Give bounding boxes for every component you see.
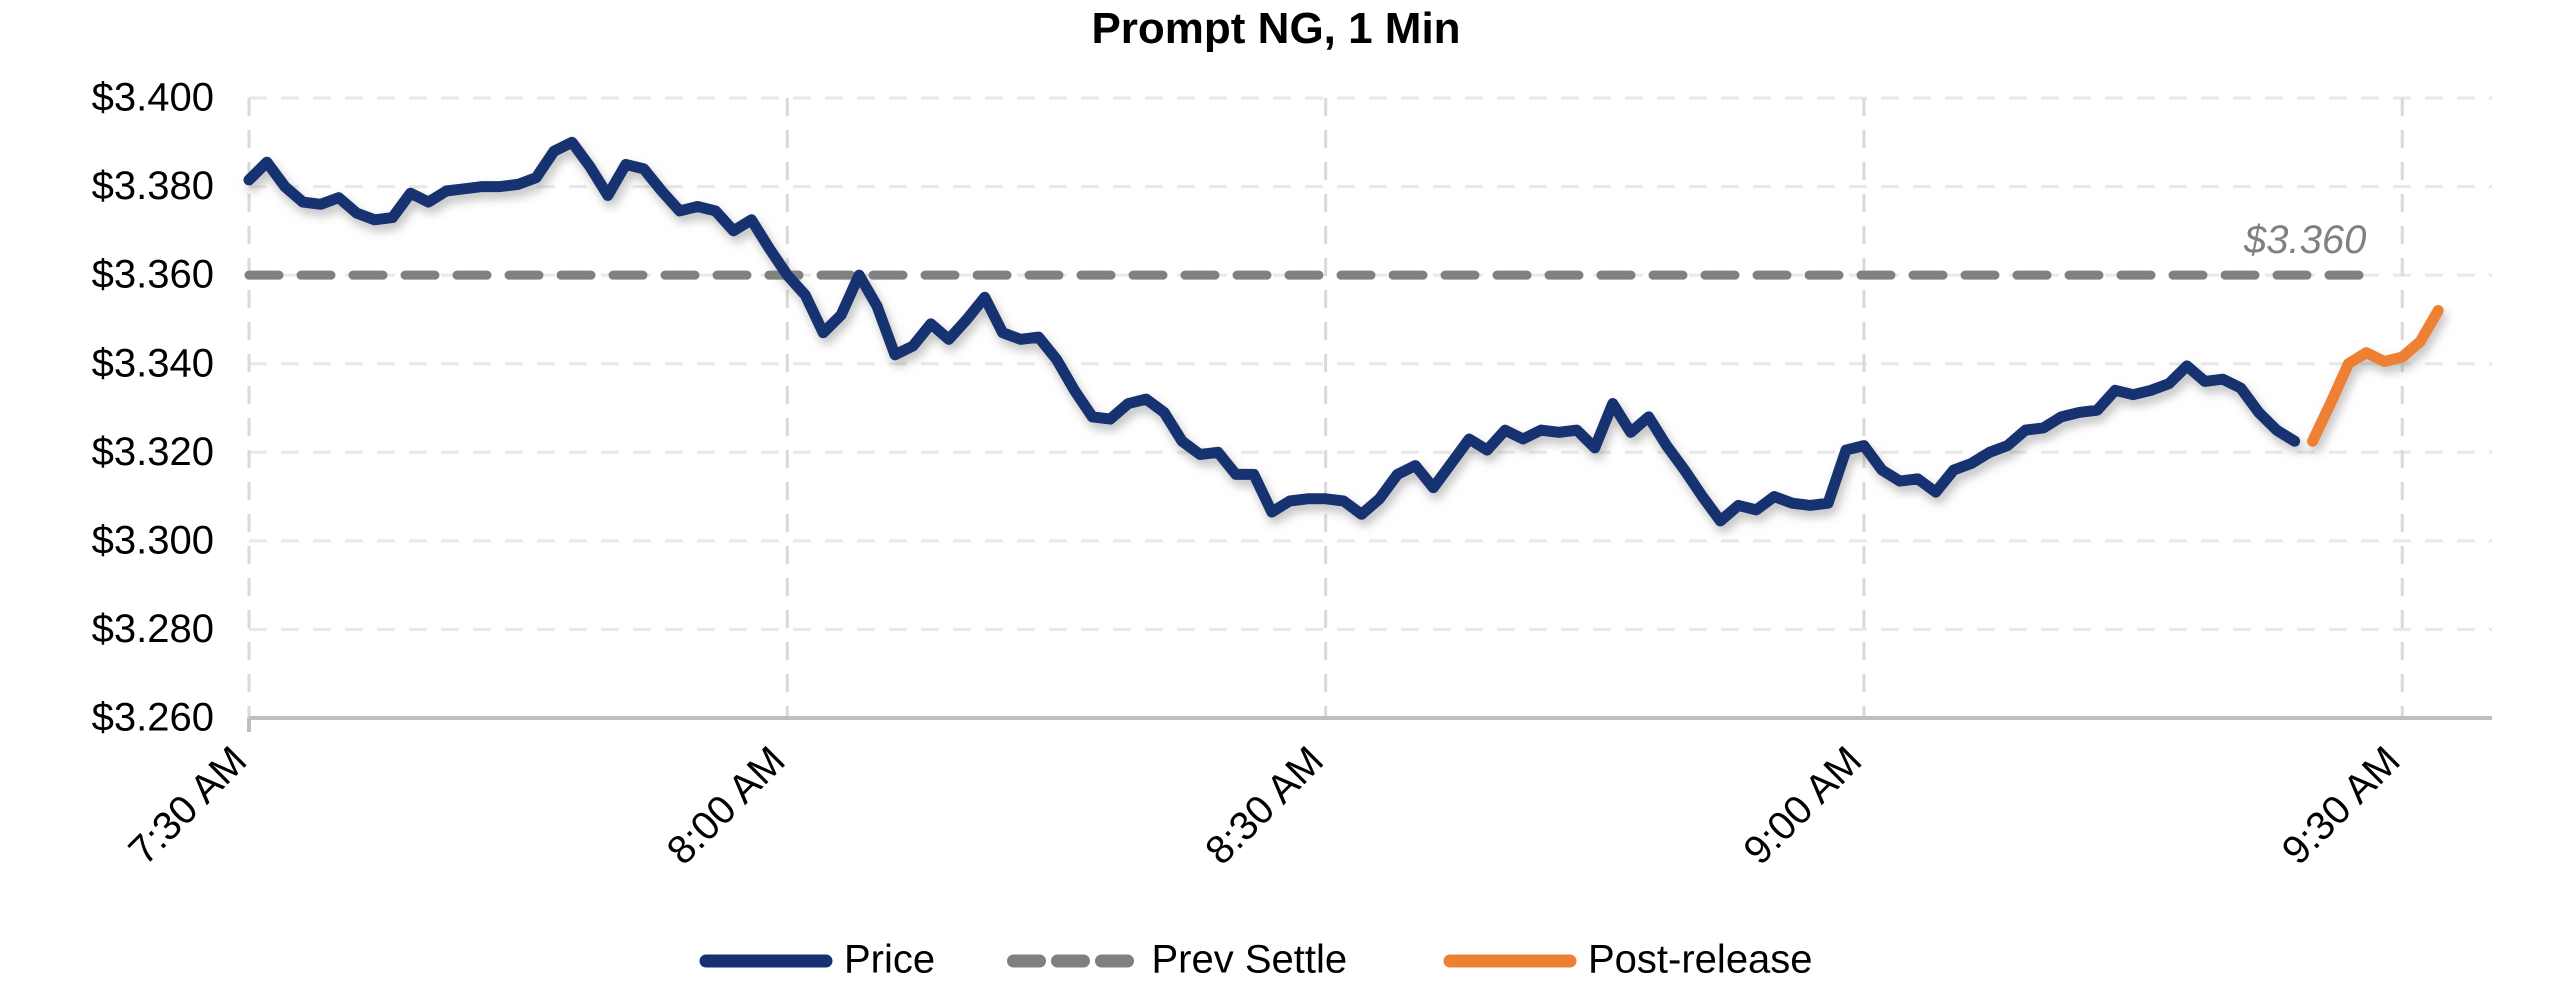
y-axis-tick-labels: $3.400 $3.380 $3.360 $3.340 $3.320 $3.300 $3.2…	[92, 76, 214, 740]
y-tick-label: $3.360	[92, 253, 214, 297]
x-tick-label: 8:00 AM	[659, 738, 794, 873]
x-tick-label: 9:00 AM	[1735, 738, 1870, 873]
chart-title: Prompt NG, 1 Min	[1091, 4, 1461, 53]
series-line-price	[243, 136, 2301, 527]
x-tick-label: 8:30 AM	[1197, 738, 1332, 873]
legend-label-price: Price	[844, 938, 935, 982]
prev-settle-value-annotation: $3.360	[2243, 218, 2366, 262]
series-line-post-release	[2307, 305, 2444, 447]
y-tick-label: $3.400	[92, 76, 214, 120]
legend-item-price[interactable]: Price	[699, 938, 935, 982]
legend-label-post-release: Post-release	[1588, 938, 1813, 982]
legend-label-prev-settle: Prev Settle	[1152, 938, 1348, 982]
x-axis-tick-labels: 7:30 AM 8:00 AM 8:30 AM 9:00 AM 9:30 AM	[120, 738, 2408, 873]
x-tick-label: 9:30 AM	[2274, 738, 2409, 873]
gridlines	[247, 96, 2492, 720]
y-tick-label: $3.300	[92, 518, 214, 562]
y-tick-label: $3.260	[92, 696, 214, 740]
x-tick-label: 7:30 AM	[120, 738, 255, 873]
y-tick-label: $3.380	[92, 164, 214, 208]
y-tick-label: $3.340	[92, 341, 214, 385]
y-tick-label: $3.320	[92, 430, 214, 474]
legend-item-post-release[interactable]: Post-release	[1443, 938, 1813, 982]
y-tick-label: $3.280	[92, 607, 214, 651]
legend-item-prev-settle[interactable]: Prev Settle	[1007, 938, 1348, 982]
chart-legend: Price Prev Settle Post-release	[699, 938, 1813, 982]
